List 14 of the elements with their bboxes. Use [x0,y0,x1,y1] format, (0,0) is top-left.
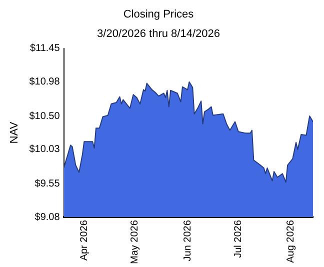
y-tick-label: $9.08 [34,212,60,223]
x-tick-label: Jun 2026 [182,220,194,262]
chart-title: Closing Prices [123,8,194,21]
y-tick-label: $9.55 [34,178,60,190]
x-tick-label: May 2026 [130,220,141,264]
y-tick-label: $10.03 [29,144,60,156]
chart-subtitle: 3/20/2026 thru 8/14/2026 [97,28,220,40]
x-tick-label: Apr 2026 [78,220,90,261]
y-tick-label: $10.98 [29,76,60,88]
x-tick-label: Aug 2026 [286,220,297,263]
y-tick-label: $10.50 [29,110,60,122]
x-tick-label: Jul 2026 [233,220,244,258]
y-axis-title: NAV [8,121,21,144]
y-tick-label: $11.45 [30,43,60,54]
